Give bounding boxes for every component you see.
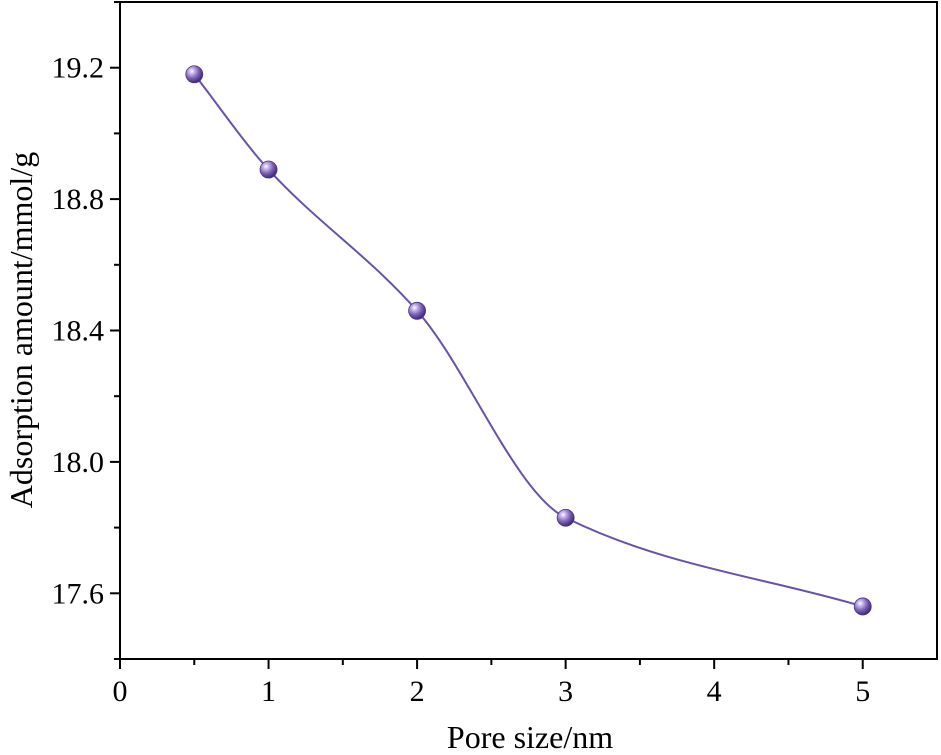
data-point-marker [556,508,575,527]
x-axis: 0 1 2 3 4 5 [113,659,870,708]
data-point [185,65,204,84]
x-tick-label: 2 [410,675,425,708]
data-point-marker [408,301,426,320]
y-tick-label: 19.2 [52,52,105,85]
y-axis-title: Adsorption amount/mmol/g [3,152,39,508]
data-point [259,160,278,179]
y-axis: 17.6 18.0 18.4 18.8 19.2 [52,1,120,660]
x-tick-label: 4 [707,675,722,708]
x-tick-label: 0 [113,675,128,708]
data-point-marker [259,160,278,179]
data-point-marker [185,65,204,84]
data-point [853,597,872,616]
y-tick-label: 17.6 [52,577,105,610]
plot-border [119,1,938,660]
plot-frame [119,1,938,660]
data-point-marker [853,597,872,616]
fit-curve [193,73,864,608]
x-tick-label: 5 [855,675,870,708]
data-points [185,65,872,616]
fit-curve-layer [193,73,864,608]
data-point [408,301,426,320]
x-axis-title: Pore size/nm [447,719,613,755]
y-tick-label: 18.8 [52,183,105,216]
x-tick-label: 3 [558,675,573,708]
y-tick-label: 18.0 [52,446,105,479]
y-tick-label: 18.4 [52,315,105,348]
x-tick-label: 1 [261,675,276,708]
data-point [556,508,575,527]
